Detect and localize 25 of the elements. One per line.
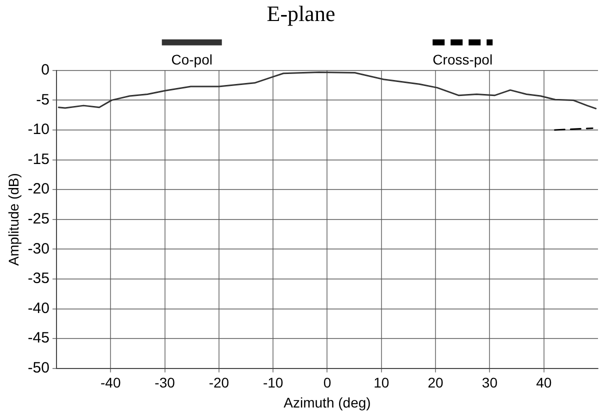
x-tick-label: 0	[323, 374, 332, 391]
x-tick-label: 40	[536, 374, 552, 391]
legend-label: Co-pol	[171, 51, 212, 68]
y-tick-label: -45	[28, 330, 50, 347]
y-tick-label: -25	[28, 210, 50, 228]
x-tick-label: -40	[100, 374, 121, 391]
y-tick-label: -10	[28, 121, 50, 138]
legend-label: Cross-pol	[432, 51, 493, 68]
y-tick-label: -50	[28, 360, 50, 377]
x-tick-label: -20	[208, 374, 230, 391]
x-tick-label: 10	[374, 374, 390, 391]
x-tick-label: -10	[262, 374, 284, 391]
chart-title: E-plane	[266, 0, 336, 26]
y-tick-label: -30	[28, 240, 50, 258]
y-tick-label: 0	[41, 62, 50, 79]
y-tick-label: -35	[28, 270, 50, 288]
y-tick-label: -5	[36, 91, 50, 108]
y-tick-label: -40	[28, 300, 50, 317]
y-axis-title: Amplitude (dB)	[5, 173, 22, 266]
x-tick-label: 20	[428, 374, 444, 391]
x-axis-title: Azimuth (deg)	[284, 394, 371, 410]
x-tick-label: -30	[154, 374, 176, 391]
y-tick-label: -15	[28, 150, 50, 168]
x-tick-label: 30	[482, 374, 498, 391]
y-tick-label: -20	[28, 180, 50, 198]
